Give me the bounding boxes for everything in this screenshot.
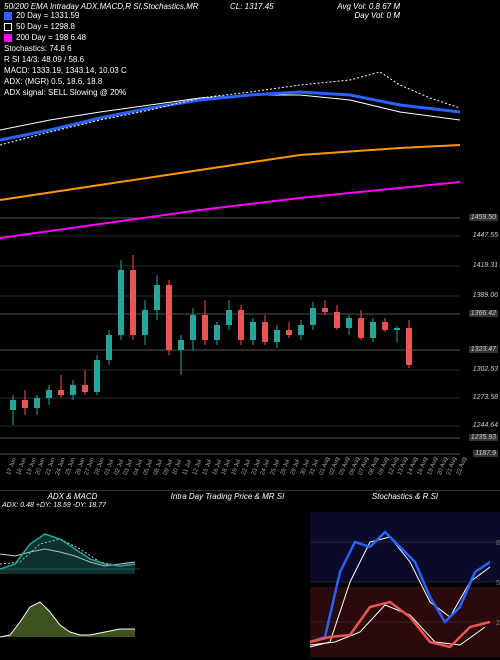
sub-panels: ADX & MACD ADX: 0.48 +DY: 18.59 -DY: 18.…: [0, 490, 500, 660]
date-axis: 17 Jun18 Jun19 Jun20 Jun21 Jun24 Jun25 J…: [0, 460, 460, 480]
price-axis: 1459.501447.551418.311389.061366.421323.…: [460, 0, 500, 460]
adx-readout: ADX: 0.48 +DY: 18.59 -DY: 18.77: [0, 502, 145, 509]
stochastics-panel[interactable]: Stochastics & R SI 80 50 20: [310, 490, 500, 655]
svg-text:80: 80: [496, 540, 500, 547]
svg-text:50: 50: [496, 580, 500, 587]
adx-macd-panel[interactable]: ADX & MACD ADX: 0.48 +DY: 18.59 -DY: 18.…: [0, 490, 145, 655]
main-price-chart[interactable]: [0, 0, 460, 460]
svg-text:20: 20: [496, 620, 500, 627]
panel3-title: Stochastics & R SI: [310, 491, 500, 502]
intraday-panel[interactable]: Intra Day Trading Price & MR SI: [145, 490, 310, 655]
stochastics-chart: 80 50 20: [310, 502, 500, 657]
panel1-title: ADX & MACD: [0, 491, 145, 502]
adx-macd-chart: [0, 509, 145, 654]
panel2-title: Intra Day Trading Price & MR SI: [145, 491, 310, 502]
